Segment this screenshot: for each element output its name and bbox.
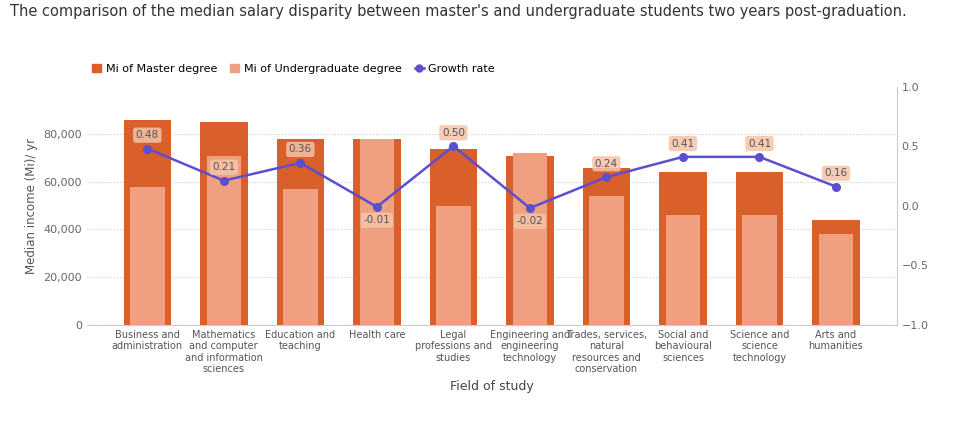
Text: -0.02: -0.02: [517, 216, 544, 226]
X-axis label: Field of study: Field of study: [450, 380, 533, 393]
Bar: [353, 139, 401, 325]
Text: 0.41: 0.41: [748, 139, 771, 149]
Legend: Mi of Master degree, Mi of Undergraduate degree, Growth rate: Mi of Master degree, Mi of Undergraduate…: [93, 64, 495, 74]
Bar: [659, 172, 707, 325]
Text: The comparison of the median salary disparity between master's and undergraduate: The comparison of the median salary disp…: [10, 4, 906, 19]
Bar: [742, 215, 777, 325]
Bar: [813, 220, 860, 325]
Bar: [736, 172, 783, 325]
Bar: [589, 196, 624, 325]
Text: 0.21: 0.21: [212, 162, 235, 172]
Text: 0.41: 0.41: [671, 139, 694, 149]
Bar: [277, 139, 324, 325]
Text: 0.36: 0.36: [289, 145, 312, 155]
Bar: [582, 168, 630, 325]
Bar: [506, 156, 553, 325]
Text: 0.48: 0.48: [136, 130, 159, 140]
Bar: [436, 206, 470, 325]
Bar: [130, 187, 165, 325]
Bar: [430, 149, 477, 325]
Text: 0.24: 0.24: [595, 159, 618, 169]
Bar: [206, 156, 241, 325]
Bar: [283, 189, 317, 325]
Bar: [360, 139, 394, 325]
Text: 0.16: 0.16: [824, 168, 847, 178]
Text: -0.01: -0.01: [363, 215, 390, 225]
Bar: [123, 120, 171, 325]
Bar: [513, 153, 548, 325]
Bar: [201, 122, 248, 325]
Bar: [818, 234, 853, 325]
Y-axis label: Median income (Mi)/ yr: Median income (Mi)/ yr: [25, 138, 38, 274]
Bar: [666, 215, 700, 325]
Text: 0.50: 0.50: [442, 128, 465, 138]
